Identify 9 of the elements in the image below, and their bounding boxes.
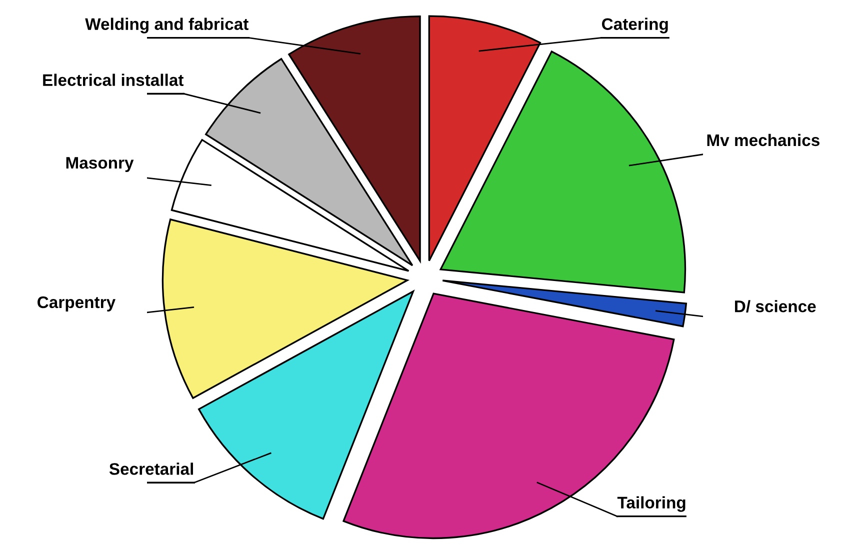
slice-label: Masonry bbox=[66, 157, 134, 172]
slice-label: Electrical installat bbox=[43, 74, 184, 86]
slice-label: Catering bbox=[602, 18, 668, 34]
slice-label: D/ science bbox=[735, 300, 816, 312]
slice-label: Tailoring bbox=[617, 496, 686, 512]
slice-label: Secretarial bbox=[109, 462, 193, 475]
slice-label: Welding and fabricat bbox=[85, 18, 248, 34]
slice-label: Mv mechanics bbox=[707, 134, 820, 146]
slice-label: Carpentry bbox=[38, 296, 116, 312]
